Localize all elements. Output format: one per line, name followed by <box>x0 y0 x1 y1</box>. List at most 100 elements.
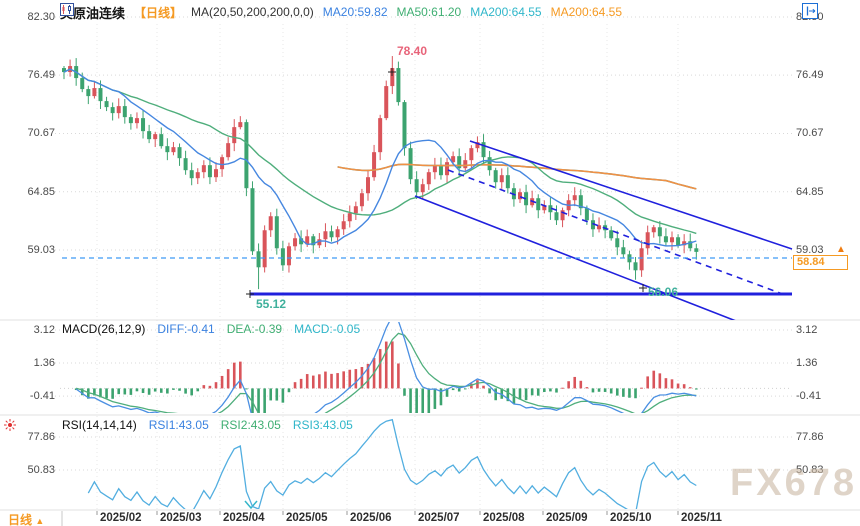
candle <box>390 68 395 87</box>
macd-bar <box>117 388 121 395</box>
macd-bar <box>293 382 297 389</box>
red-burst-icon[interactable] <box>3 418 17 432</box>
candle <box>426 172 431 185</box>
macd-bar <box>305 374 309 389</box>
macd-axis-label: -0.41 <box>29 390 55 403</box>
candle <box>542 205 547 211</box>
dea-line <box>76 332 697 413</box>
candle <box>621 247 626 255</box>
candle <box>92 88 97 97</box>
macd-bar <box>190 388 193 396</box>
symbol-title: 美原油连续 <box>60 5 126 21</box>
ma20-line <box>63 68 697 247</box>
price-axis-label: 70.67 <box>27 127 55 140</box>
macd-bar <box>494 388 497 401</box>
macd-bar <box>135 388 139 392</box>
macd-bar <box>275 388 279 401</box>
macd-bar <box>159 388 163 393</box>
macd-bar <box>688 387 692 389</box>
rsi-axis-label: 77.86 <box>796 430 824 443</box>
macd-bar <box>695 388 698 390</box>
macd-bar <box>196 388 200 392</box>
macd-bar <box>348 369 352 389</box>
ma-settings: MA(20,50,200,200,0,0) <box>191 5 314 19</box>
macd-bar <box>330 373 333 389</box>
macd-title: MACD(26,12,9) <box>62 322 146 336</box>
support-low-label: 55.12 <box>256 297 287 311</box>
candle <box>402 102 407 149</box>
macd-bar <box>299 378 303 389</box>
candle <box>676 237 681 246</box>
rsi3-value: RSI3:43.05 <box>292 418 353 432</box>
macd-bar <box>147 388 151 395</box>
candle <box>609 230 614 239</box>
macd-bar <box>549 388 552 392</box>
macd-bar <box>609 388 613 394</box>
last-price-box: 58.84 <box>793 255 848 270</box>
candle <box>250 188 255 252</box>
candle <box>226 143 231 158</box>
toolbar-export-icon[interactable] <box>802 3 818 19</box>
rsi-header: RSI(14,14,14) RSI1:43.05 RSI2:43.05 RSI3… <box>62 418 353 432</box>
candle <box>590 220 595 230</box>
candle <box>505 175 510 189</box>
candle <box>469 148 474 161</box>
macd-bar <box>482 385 485 389</box>
candle <box>663 236 668 243</box>
macd-diff-value: DIFF:-0.41 <box>157 322 215 336</box>
candle <box>274 216 279 249</box>
period-selector[interactable]: 日线 ▲ <box>8 513 45 526</box>
macd-bar <box>403 388 406 396</box>
candle <box>256 251 261 268</box>
macd-bar <box>518 388 522 400</box>
macd-bar <box>87 388 90 399</box>
candle <box>183 158 188 171</box>
macd-bar <box>269 388 273 401</box>
candle <box>299 238 304 245</box>
diff-line <box>75 322 697 413</box>
candle <box>481 142 486 158</box>
macd-bar <box>585 387 589 389</box>
ma200-orange-value: MA200:64.55 <box>550 5 622 19</box>
macd-bar <box>664 378 668 389</box>
candle <box>524 192 529 206</box>
candle <box>159 134 164 147</box>
macd-bar <box>476 380 479 389</box>
macd-header: MACD(26,12,9) DIFF:-0.41 DEA:-0.39 MACD:… <box>62 322 360 336</box>
candle <box>657 227 662 237</box>
macd-axis-label: 1.36 <box>796 356 818 369</box>
candle <box>518 192 522 200</box>
candle <box>445 162 450 176</box>
candle <box>597 225 602 230</box>
candle <box>305 236 310 245</box>
candle <box>463 160 468 169</box>
candle <box>86 89 91 97</box>
candle <box>116 106 121 114</box>
price-axis-label: 76.49 <box>27 69 55 82</box>
date-axis-label: 2025/04 <box>223 512 265 524</box>
macd-bar <box>439 388 443 406</box>
macd-axis-label: 3.12 <box>796 324 818 337</box>
candle <box>80 78 85 90</box>
macd-bar <box>676 383 680 389</box>
candle <box>104 101 109 108</box>
macd-axis-label: 1.36 <box>33 356 55 369</box>
chart-header: 美原油连续 【日线】 MA(20,50,200,200,0,0) MA20:59… <box>60 3 622 21</box>
candle <box>688 241 693 249</box>
ma200-cyan-value: MA200:64.55 <box>470 5 542 19</box>
candle <box>232 127 237 144</box>
macd-bar <box>543 388 546 392</box>
macd-bar <box>123 388 127 395</box>
candle <box>353 206 358 214</box>
rsi-axis-label: 50.83 <box>796 464 824 476</box>
candle <box>359 193 364 207</box>
macd-bar <box>433 388 437 409</box>
candle <box>438 165 443 176</box>
rsi-axis-label: 50.83 <box>27 464 55 476</box>
period-tag: 【日线】 <box>134 5 183 20</box>
date-axis-label: 2025/03 <box>160 512 202 524</box>
macd-bar <box>530 388 534 396</box>
candle <box>122 106 127 118</box>
macd-bar <box>129 388 133 395</box>
